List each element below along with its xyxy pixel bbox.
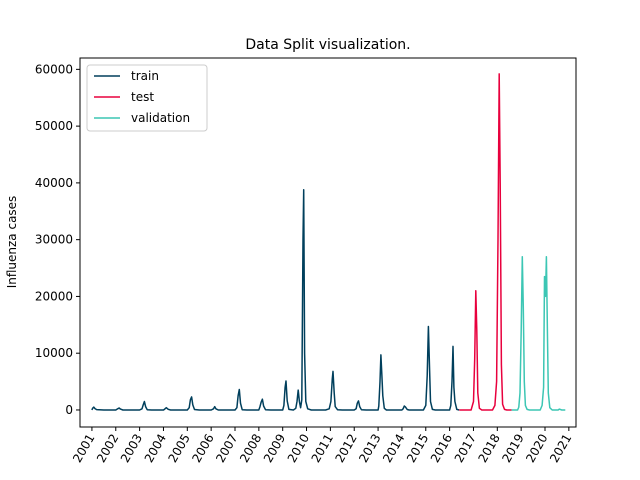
y-tick-label: 20000 <box>35 289 73 303</box>
y-axis-label: Influenza cases <box>5 196 19 289</box>
y-tick-label: 30000 <box>35 233 73 247</box>
y-axis: 0 10000 20000 30000 40000 50000 60000 <box>35 62 80 417</box>
legend-label-test: test <box>131 90 154 104</box>
series-line-train <box>91 188 460 411</box>
legend-label-validation: validation <box>131 111 190 125</box>
series-line-validation <box>511 255 566 411</box>
y-tick-label: 10000 <box>35 346 73 360</box>
y-tick-label: 50000 <box>35 119 73 133</box>
y-tick-label: 40000 <box>35 176 73 190</box>
plot-lines <box>91 73 566 411</box>
legend-label-train: train <box>131 69 159 83</box>
plot-frame <box>79 57 577 428</box>
series-line-test <box>459 73 512 411</box>
y-tick-label: 60000 <box>35 62 73 76</box>
y-tick-label: 0 <box>65 403 73 417</box>
legend: train test validation <box>86 64 208 132</box>
chart-title: Data Split visualization. <box>245 37 410 53</box>
legend-box <box>86 64 208 132</box>
